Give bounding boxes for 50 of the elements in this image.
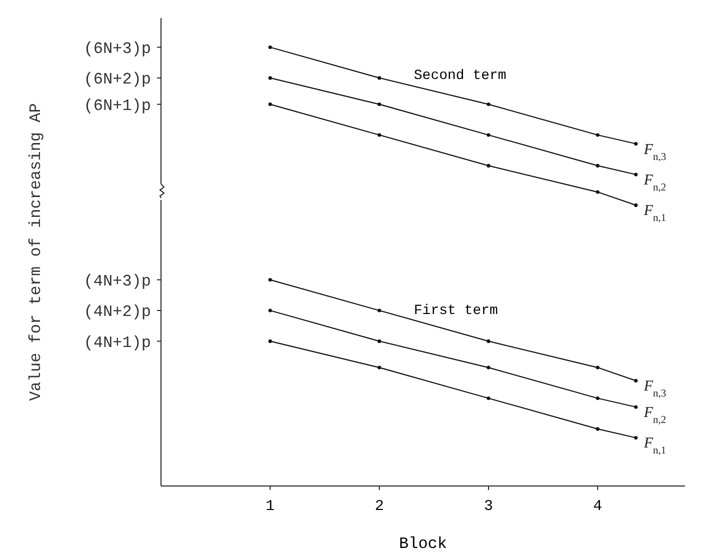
point bbox=[486, 133, 490, 137]
series-label: F$_{n,3}$ bbox=[642, 142, 666, 162]
point bbox=[486, 339, 490, 344]
x-tick-label: 4 bbox=[593, 498, 602, 515]
text: (4N+2)p bbox=[84, 303, 151, 322]
point bbox=[378, 133, 382, 137]
point bbox=[634, 172, 638, 176]
point bbox=[378, 308, 382, 312]
x-axis-title: Block bbox=[398, 535, 448, 553]
point bbox=[634, 378, 638, 382]
point bbox=[596, 396, 600, 400]
point bbox=[596, 427, 600, 431]
point bbox=[486, 366, 490, 370]
series-label: F$_{n,3}$ bbox=[642, 378, 666, 400]
point bbox=[486, 102, 490, 106]
point bbox=[268, 76, 272, 80]
point bbox=[378, 102, 382, 106]
series-label: F$_{n,1}$ bbox=[642, 203, 666, 224]
series-label: F$_{n,2}$ bbox=[642, 405, 666, 426]
x-tick-label: 1 bbox=[266, 498, 275, 515]
series-label: F$_{n,1}$ bbox=[642, 436, 666, 456]
point bbox=[596, 366, 600, 370]
x-tick-label: 2 bbox=[374, 498, 384, 515]
text: (6N+1)p bbox=[84, 96, 151, 115]
text: Value for term of increasing AP bbox=[27, 103, 45, 401]
point bbox=[634, 142, 638, 146]
point bbox=[268, 339, 272, 344]
point bbox=[596, 190, 600, 194]
point bbox=[486, 164, 490, 168]
point bbox=[596, 164, 600, 168]
point bbox=[378, 366, 382, 370]
point bbox=[378, 76, 382, 80]
text: (6N+2)p bbox=[84, 70, 151, 89]
text: (4N+1)p bbox=[84, 334, 151, 352]
point bbox=[634, 203, 638, 207]
point bbox=[268, 45, 272, 50]
series-label: F$_{n,2}$ bbox=[642, 172, 666, 193]
point bbox=[596, 133, 600, 137]
point bbox=[486, 396, 490, 400]
annotation: Second term bbox=[414, 68, 506, 84]
point bbox=[268, 308, 272, 312]
point bbox=[268, 278, 272, 282]
text: (4N+3)p bbox=[84, 272, 151, 290]
x-tick-label: 3 bbox=[484, 498, 494, 515]
point bbox=[634, 405, 638, 409]
point bbox=[634, 436, 638, 440]
annotation: First term bbox=[414, 302, 498, 319]
text: (6N+3)p bbox=[84, 40, 151, 58]
point bbox=[268, 102, 272, 106]
point bbox=[378, 339, 382, 344]
